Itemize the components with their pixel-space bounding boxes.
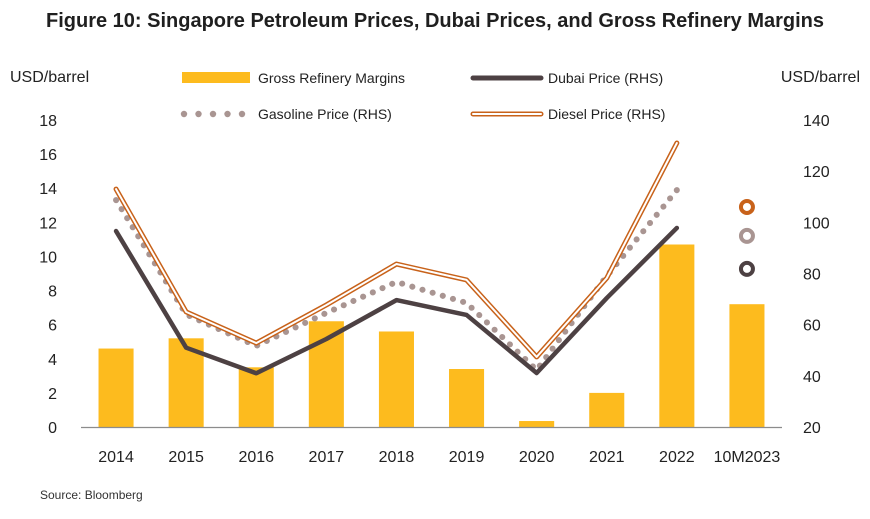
bar-2019 <box>449 369 485 427</box>
x-tick-label: 10M2023 <box>714 449 781 466</box>
left-tick-label: 2 <box>48 386 57 403</box>
chart-title: Figure 10: Singapore Petroleum Prices, D… <box>45 10 825 32</box>
legend-swatch-gasoline-dot <box>209 110 217 118</box>
right-tick-label: 140 <box>803 113 830 130</box>
marker-dubai-10M2023 <box>738 260 755 277</box>
bar-2021 <box>589 392 625 427</box>
left-tick-label: 16 <box>39 147 57 164</box>
legend-label-gasoline: Gasoline Price (RHS) <box>258 106 392 122</box>
right-tick-label: 80 <box>803 267 821 284</box>
series-diesel-line <box>113 140 680 360</box>
marker-gasoline-10M2023 <box>738 227 755 244</box>
bar-2022 <box>659 244 695 427</box>
left-axis-label: USD/barrel <box>10 69 89 86</box>
bar-10M2023 <box>729 304 765 427</box>
x-tick-label: 2017 <box>309 449 345 466</box>
legend-swatch-gasoline-dot <box>238 110 246 118</box>
source-note: Source: Bloomberg <box>40 488 143 502</box>
bar-2020 <box>519 421 555 427</box>
x-tick-label: 2019 <box>449 449 485 466</box>
series-dubai-line <box>113 225 680 376</box>
left-tick-label: 10 <box>39 249 57 266</box>
legend-swatch-gasoline-dot <box>195 110 202 118</box>
x-tick-label: 2016 <box>238 449 274 466</box>
right-tick-label: 40 <box>803 369 821 386</box>
right-tick-label: 100 <box>803 215 830 232</box>
legend-label-dubai: Dubai Price (RHS) <box>548 70 663 86</box>
right-tick-label: 20 <box>803 420 821 437</box>
x-tick-label: 2021 <box>589 449 625 466</box>
bar-2014 <box>98 348 134 427</box>
right-tick-label: 120 <box>803 164 830 181</box>
marker-diesel-10M2023 <box>738 198 755 215</box>
left-tick-label: 14 <box>39 181 57 198</box>
right-axis-label: USD/barrel <box>781 69 860 86</box>
right-tick-label: 60 <box>803 318 821 335</box>
left-tick-label: 6 <box>48 318 57 335</box>
legend-swatch-gasoline-dot <box>180 110 188 118</box>
left-tick-label: 12 <box>39 215 57 232</box>
bar-2018 <box>378 331 414 427</box>
x-tick-label: 2015 <box>168 449 204 466</box>
x-tick-label: 2020 <box>519 449 555 466</box>
legend-swatch-gasoline-dot <box>224 110 231 118</box>
left-tick-label: 18 <box>39 113 57 130</box>
x-tick-label: 2018 <box>379 449 415 466</box>
series-diesel-line-inner <box>115 142 678 358</box>
legend-label-margins: Gross Refinery Margins <box>258 70 405 86</box>
x-tick-label: 2022 <box>659 449 695 466</box>
bar-2016 <box>238 367 274 427</box>
legend-label-diesel: Diesel Price (RHS) <box>548 106 665 122</box>
x-tick-label: 2014 <box>98 449 134 466</box>
left-tick-label: 4 <box>48 352 57 369</box>
legend-swatch-margins <box>182 72 250 83</box>
left-tick-label: 8 <box>48 284 57 301</box>
left-tick-label: 0 <box>48 420 57 437</box>
